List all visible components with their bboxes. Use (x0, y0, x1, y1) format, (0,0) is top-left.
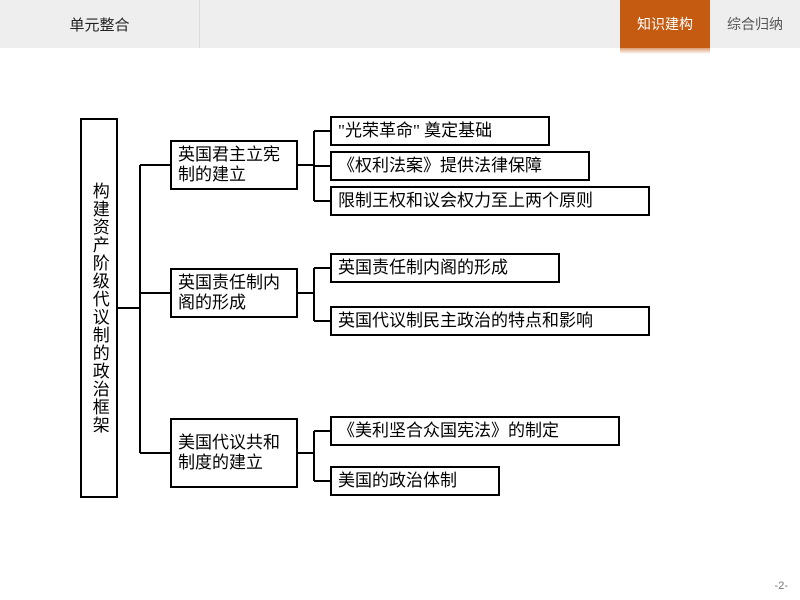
leaf-node: 美国的政治体制 (330, 466, 500, 496)
leaf-node: "光荣革命" 奠定基础 (330, 116, 550, 146)
group-node: 美国代议共和制度的建立 (170, 418, 298, 488)
leaf-label: 英国责任制内阁的形成 (338, 258, 508, 278)
root-node: 构建资产阶级代议制的政治框架 (80, 118, 118, 498)
group-label: 英国责任制内阁的形成 (178, 273, 290, 312)
leaf-label: 美国的政治体制 (338, 471, 457, 491)
group-label: 美国代议共和制度的建立 (178, 433, 290, 472)
group-node: 英国君主立宪制的建立 (170, 140, 298, 190)
header-spacer (200, 0, 620, 48)
header-title-area: 单元整合 (0, 0, 200, 48)
tab-label: 知识建构 (637, 14, 693, 34)
diagram-canvas: 构建资产阶级代议制的政治框架 英国君主立宪制的建立 "光荣革命" 奠定基础《权利法… (0, 48, 800, 600)
page-title: 单元整合 (69, 14, 129, 35)
leaf-node: 《美利坚合众国宪法》的制定 (330, 416, 620, 446)
group-node: 英国责任制内阁的形成 (170, 268, 298, 318)
group-label: 英国君主立宪制的建立 (178, 145, 290, 184)
tab-summary[interactable]: 综合归纳 (710, 0, 800, 48)
tab-label: 综合归纳 (727, 14, 783, 34)
leaf-node: 英国责任制内阁的形成 (330, 253, 560, 283)
leaf-node: 限制王权和议会权力至上两个原则 (330, 186, 650, 216)
leaf-label: 《权利法案》提供法律保障 (338, 156, 542, 176)
header-bar: 单元整合 知识建构 综合归纳 (0, 0, 800, 48)
page-number: -2- (775, 580, 788, 592)
tab-knowledge[interactable]: 知识建构 (620, 0, 710, 48)
leaf-label: 《美利坚合众国宪法》的制定 (338, 421, 559, 441)
leaf-node: 《权利法案》提供法律保障 (330, 151, 590, 181)
leaf-label: 限制王权和议会权力至上两个原则 (338, 191, 593, 211)
leaf-label: 英国代议制民主政治的特点和影响 (338, 311, 593, 331)
root-label: 构建资产阶级代议制的政治框架 (89, 182, 109, 434)
leaf-node: 英国代议制民主政治的特点和影响 (330, 306, 650, 336)
leaf-label: "光荣革命" 奠定基础 (338, 121, 492, 141)
